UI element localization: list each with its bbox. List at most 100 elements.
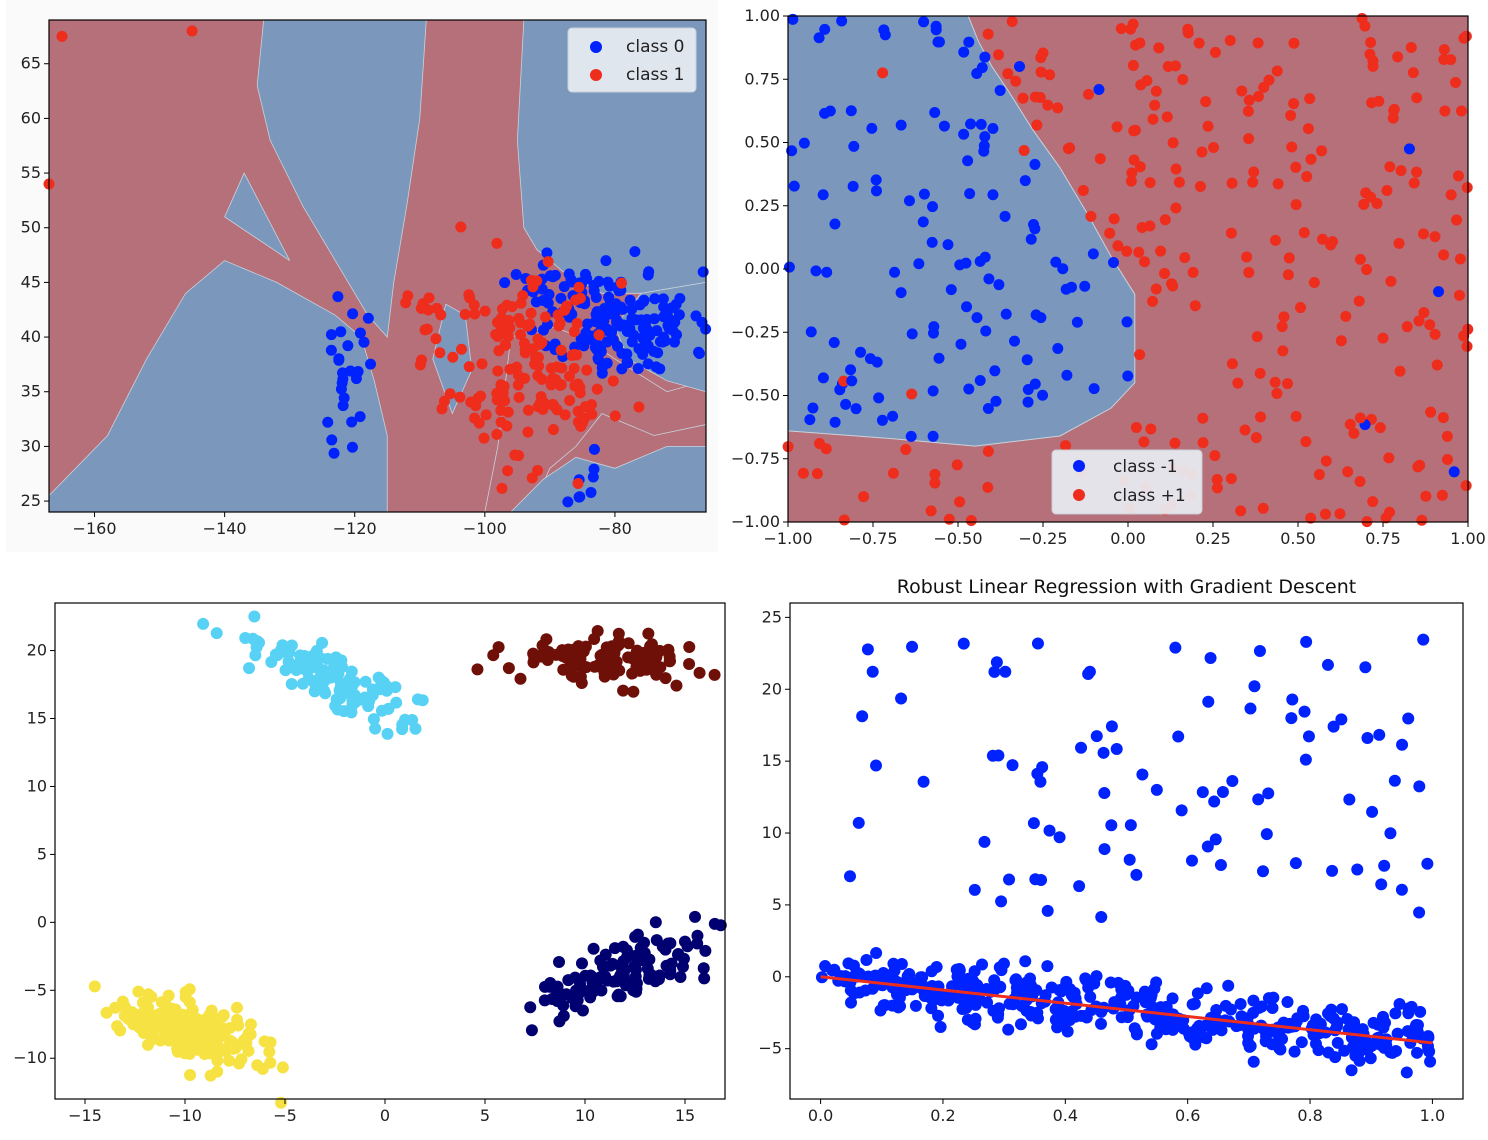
data-point [223,1054,236,1067]
data-point [1147,113,1159,125]
data-point [1320,508,1332,520]
data-point [956,1002,969,1015]
data-point [626,303,638,315]
data-point [579,969,592,982]
data-point [979,51,991,63]
data-point [1304,93,1316,105]
data-point [1044,69,1056,81]
data-point [1237,1018,1250,1031]
data-point [1115,23,1127,35]
data-point [1320,455,1332,467]
y-tick-label: 15 [762,751,782,770]
data-point [177,1018,190,1031]
data-point [561,300,573,312]
data-point [697,962,710,975]
data-point [918,16,930,28]
data-point [263,1045,276,1058]
x-tick-label: 5 [480,1106,490,1125]
data-point [502,662,515,675]
x-tick-label: 0.4 [1053,1106,1078,1125]
data-point [1342,466,1354,478]
data-point [574,491,586,503]
data-point [1438,249,1450,261]
data-point [539,311,551,323]
legend-label: class -1 [1113,457,1178,477]
data-point [1383,452,1395,464]
data-point [1149,99,1161,111]
data-point [332,291,344,303]
data-point [325,344,337,356]
data-point [971,312,983,324]
data-point [917,775,930,788]
data-point [1455,105,1467,117]
data-point [354,327,366,339]
data-point [1095,910,1108,923]
data-point [339,679,352,692]
data-point [1222,979,1235,992]
data-point [1148,982,1161,995]
data-point [954,971,967,984]
data-point [951,459,963,471]
data-point [396,718,409,731]
data-point [1011,986,1024,999]
data-point [788,180,800,192]
data-point [501,420,513,432]
data-point [547,424,559,436]
data-point [1378,859,1391,872]
data-point [447,351,459,363]
data-point [1344,418,1356,430]
data-point [1393,998,1406,1011]
y-tick-label: 50 [21,218,41,237]
y-tick-label: 0.50 [744,133,780,152]
data-point [663,650,676,663]
data-point [171,1042,184,1055]
data-point [283,646,296,659]
data-point [1105,720,1118,733]
data-point [836,15,848,27]
y-tick-label: 0.00 [744,259,780,278]
data-point [1226,775,1239,788]
data-point [191,1027,204,1040]
data-point [913,258,925,270]
data-point [581,364,593,376]
data-point [111,1020,124,1033]
data-point [541,247,553,259]
data-point [861,643,874,656]
data-point [1209,833,1222,846]
data-point [534,338,546,350]
data-point [372,671,385,684]
data-point [575,420,587,432]
data-point [496,303,508,315]
plot-frame [48,19,707,513]
data-point [664,968,677,981]
data-point [1144,220,1156,232]
data-point [232,1019,245,1032]
data-point [1169,437,1181,449]
data-point [1141,75,1153,87]
data-point [1200,96,1212,108]
legend-marker [590,69,602,81]
data-point [987,123,999,135]
data-point [890,988,903,1001]
data-point [542,297,554,309]
data-point [670,679,683,692]
data-point [656,940,669,953]
data-point [1437,412,1449,424]
data-point [553,955,566,968]
data-point [1389,1007,1402,1020]
data-point [1024,985,1037,998]
data-point [515,329,527,341]
data-point [1401,321,1413,333]
data-point [344,365,356,377]
data-point [612,988,625,1001]
data-point [276,1061,289,1074]
data-point [330,693,343,706]
data-point [527,656,540,669]
data-point [1343,793,1356,806]
data-point [244,1018,257,1031]
data-point [1104,227,1116,239]
data-point [1034,91,1046,103]
data-point [1305,512,1317,524]
chart-title: Robust Linear Regression with Gradient D… [897,576,1356,598]
data-point [367,713,380,726]
